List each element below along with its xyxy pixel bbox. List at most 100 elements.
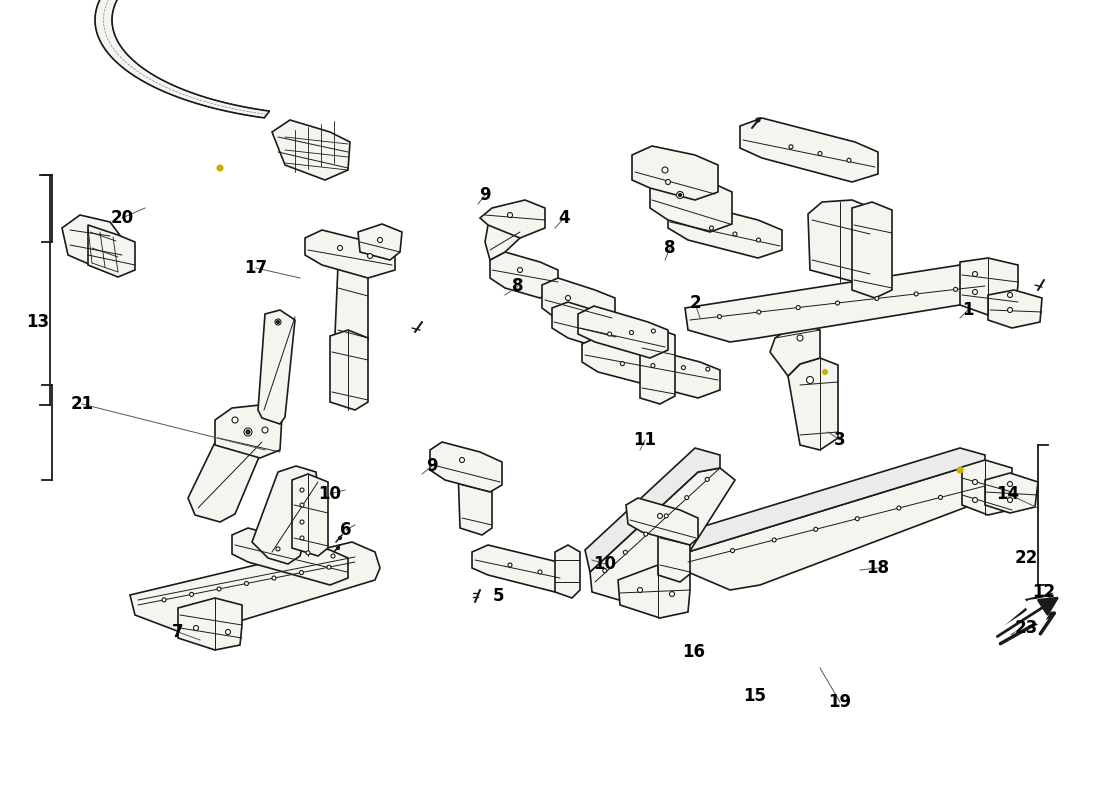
Circle shape [508,563,512,567]
Circle shape [299,570,304,574]
Circle shape [938,495,943,499]
Polygon shape [490,252,558,298]
Text: 15: 15 [744,687,767,705]
Circle shape [772,538,777,542]
Polygon shape [685,265,992,342]
Polygon shape [770,322,820,376]
Circle shape [756,118,760,122]
Polygon shape [358,224,402,260]
Circle shape [706,367,710,371]
Circle shape [275,319,280,325]
Polygon shape [214,405,282,458]
Polygon shape [962,460,1012,515]
Polygon shape [88,225,135,277]
Circle shape [658,514,662,518]
Circle shape [1008,482,1012,486]
Text: 10: 10 [319,485,341,503]
Circle shape [629,330,634,334]
Circle shape [262,427,268,433]
Circle shape [670,591,674,597]
Text: 18: 18 [867,559,890,577]
Circle shape [603,569,607,573]
Text: 14: 14 [997,485,1020,503]
Circle shape [327,565,331,569]
Circle shape [565,295,571,301]
Circle shape [679,194,682,197]
Circle shape [818,151,822,155]
Circle shape [620,362,625,366]
Polygon shape [650,172,732,232]
Circle shape [710,226,714,230]
Circle shape [823,370,827,374]
Circle shape [717,314,722,318]
Circle shape [972,479,978,485]
Polygon shape [485,212,520,260]
Text: 13: 13 [26,313,50,331]
Polygon shape [336,260,368,348]
Circle shape [300,503,304,507]
Circle shape [300,536,304,540]
Polygon shape [590,468,735,605]
Polygon shape [542,278,615,332]
Circle shape [896,506,901,510]
Polygon shape [330,330,369,410]
Polygon shape [578,306,668,358]
Circle shape [814,527,817,531]
Circle shape [957,467,962,473]
Polygon shape [668,202,782,258]
Circle shape [798,335,803,341]
Polygon shape [472,545,578,592]
Circle shape [733,232,737,236]
Circle shape [662,167,668,173]
Circle shape [217,165,223,171]
Text: 1: 1 [962,301,974,319]
Polygon shape [556,545,580,598]
Circle shape [607,332,612,336]
Text: 17: 17 [244,259,267,277]
Polygon shape [632,146,718,200]
Text: 9: 9 [426,457,438,475]
Polygon shape [95,0,270,118]
Circle shape [954,287,957,291]
Circle shape [338,246,342,250]
Circle shape [306,550,310,555]
Circle shape [517,267,522,273]
Polygon shape [685,448,984,552]
Circle shape [664,514,668,518]
Circle shape [856,517,859,521]
Circle shape [757,310,761,314]
Polygon shape [1005,594,1052,634]
Circle shape [972,271,978,277]
Circle shape [226,630,231,634]
Polygon shape [130,542,380,632]
Polygon shape [688,468,990,590]
Polygon shape [626,498,698,545]
Circle shape [232,417,238,423]
Circle shape [244,582,249,586]
Circle shape [914,292,918,296]
Circle shape [244,428,252,436]
Circle shape [730,549,735,553]
Circle shape [651,363,654,368]
Circle shape [847,158,851,162]
Circle shape [644,532,648,536]
Circle shape [624,550,627,554]
Text: 6: 6 [340,521,352,539]
Polygon shape [808,200,872,282]
Circle shape [666,179,671,185]
Polygon shape [258,310,295,424]
Circle shape [300,520,304,524]
Text: 2: 2 [690,294,701,312]
Circle shape [1008,307,1012,313]
Polygon shape [430,442,502,492]
Text: 8: 8 [664,239,675,257]
Text: 12: 12 [1033,583,1056,601]
Circle shape [681,366,685,370]
Polygon shape [188,426,262,522]
Polygon shape [252,466,318,564]
Polygon shape [852,202,892,298]
Circle shape [676,191,683,198]
Text: 7: 7 [173,623,184,641]
Text: 5: 5 [493,587,504,605]
Text: 3: 3 [834,431,846,449]
